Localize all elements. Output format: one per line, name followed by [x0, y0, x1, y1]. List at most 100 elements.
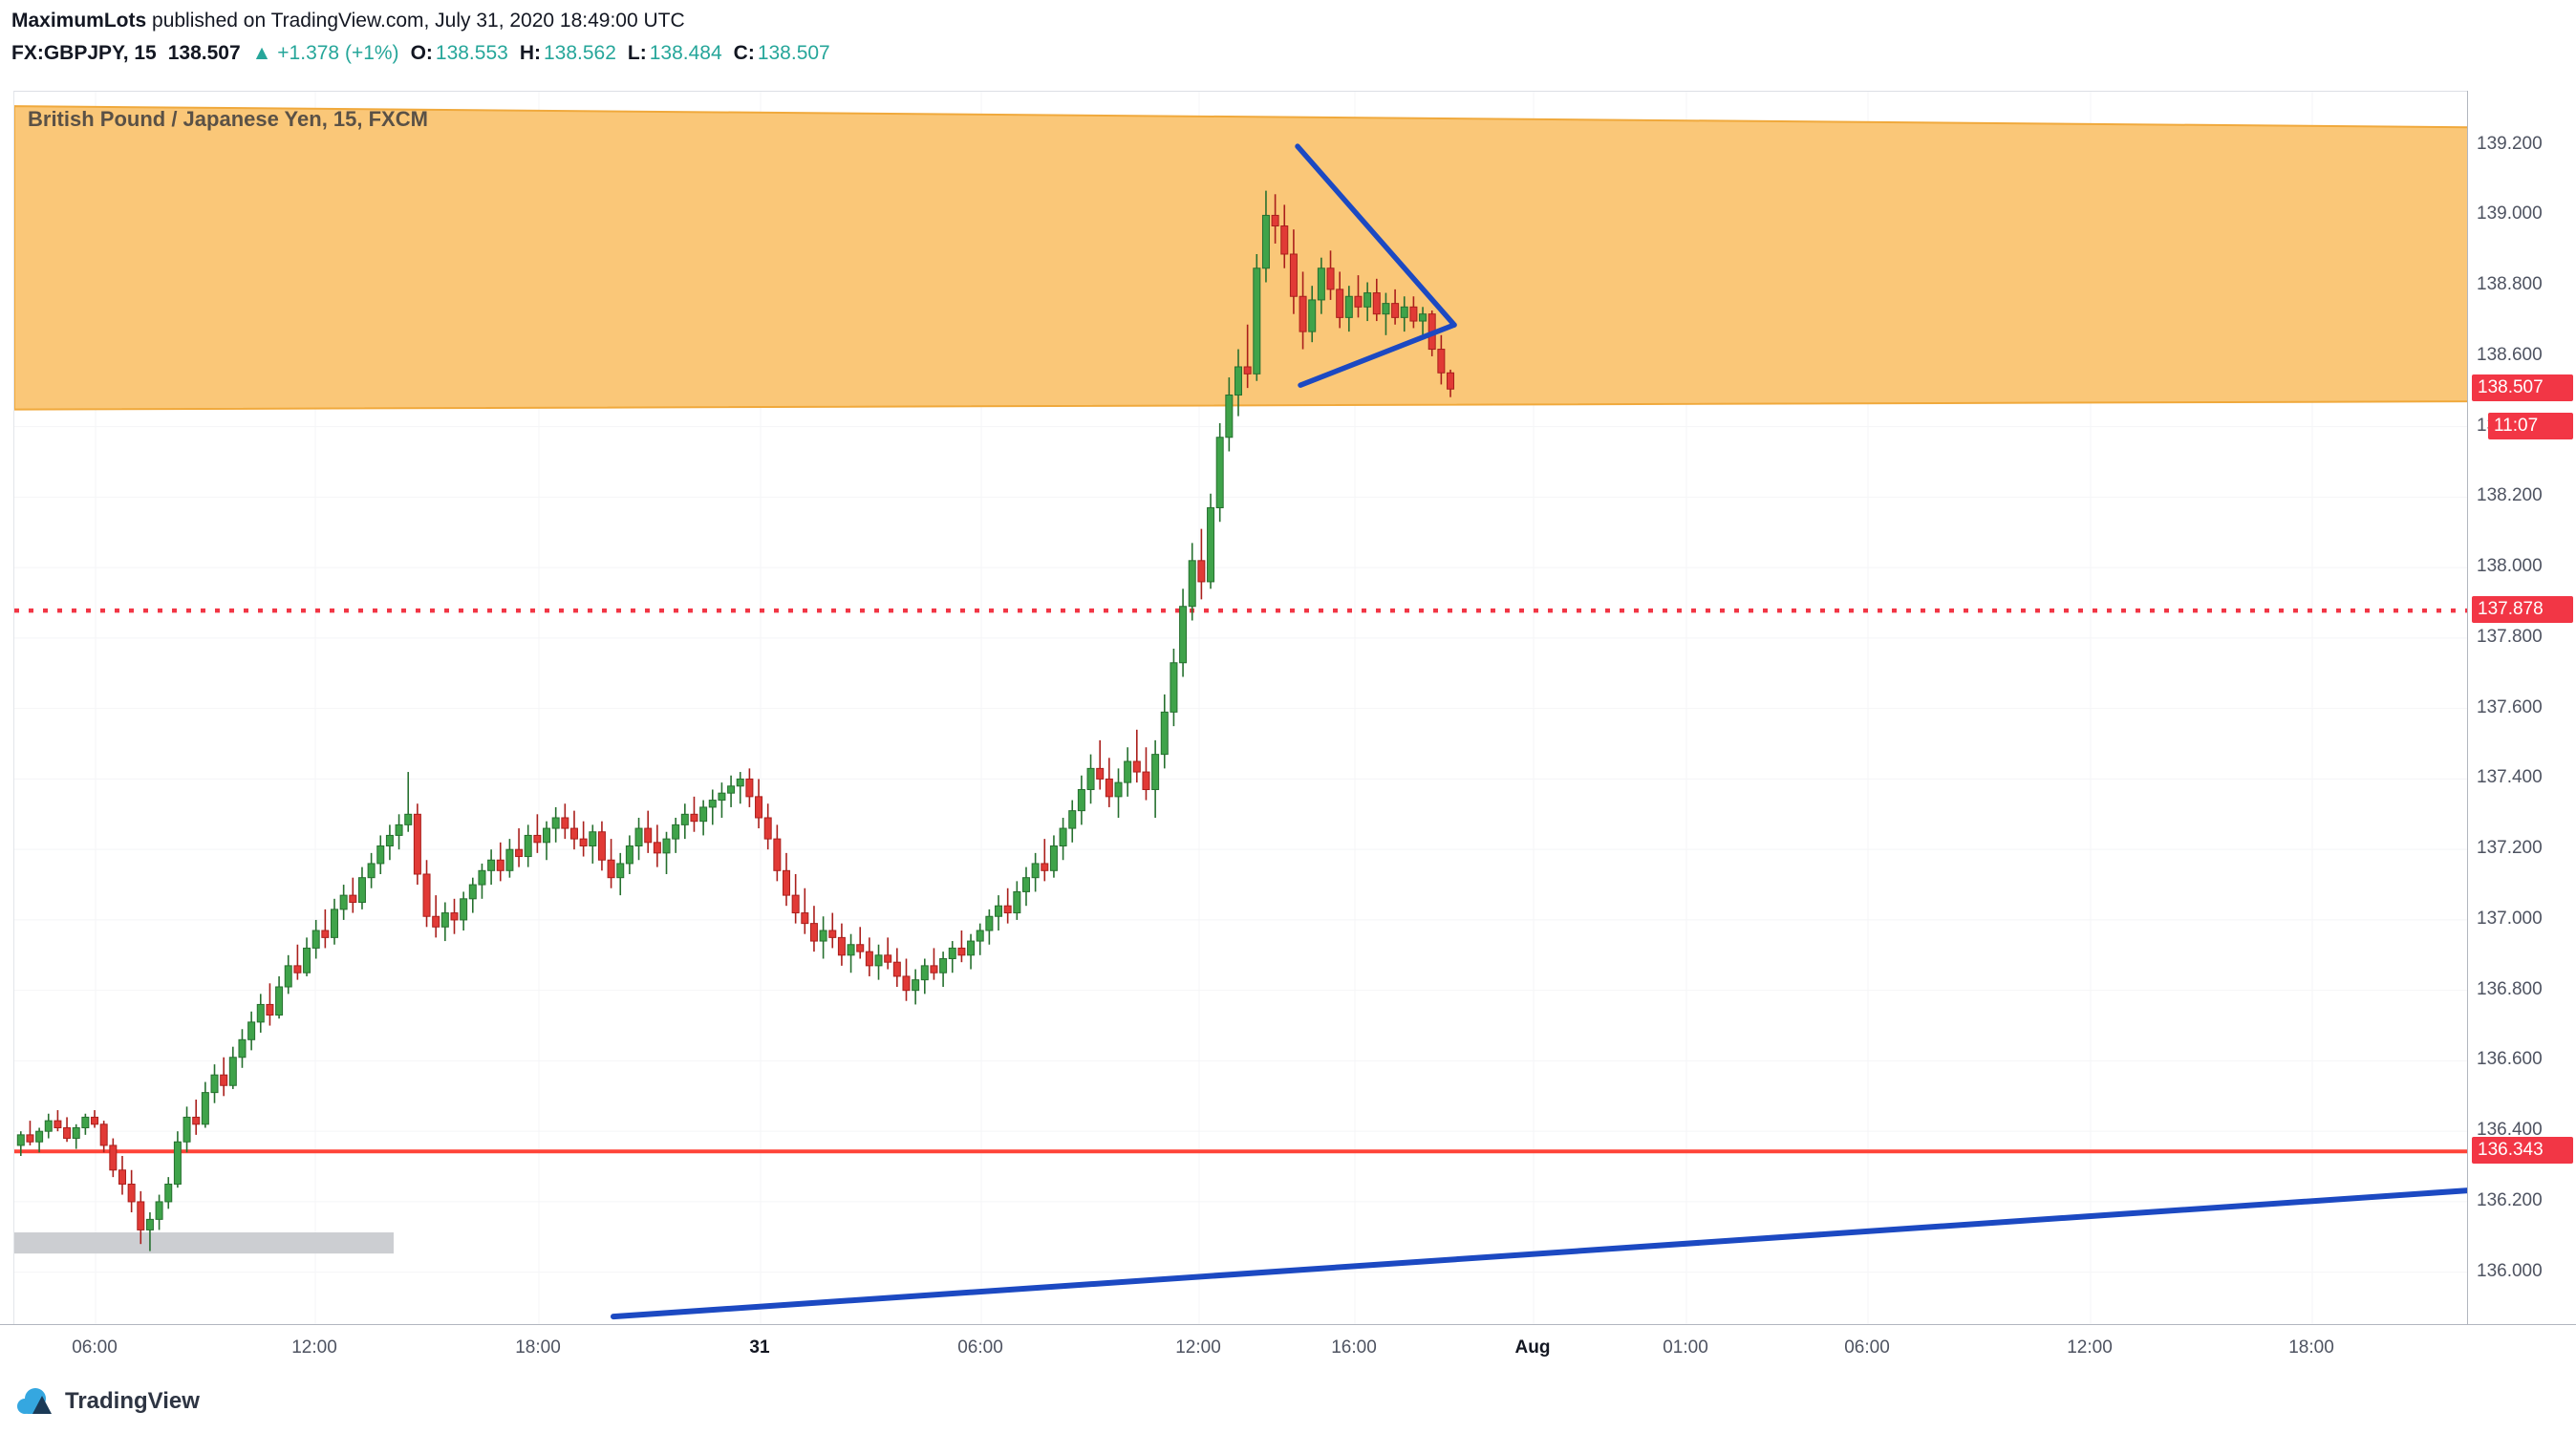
candle-body — [865, 951, 873, 967]
candle-body — [450, 912, 459, 921]
candle-body — [920, 965, 929, 981]
candle-body — [801, 912, 809, 925]
candle-body — [331, 909, 339, 938]
candle-body — [293, 965, 302, 973]
candle-body — [1261, 214, 1270, 269]
candle-body — [487, 859, 496, 871]
candle-body — [349, 894, 357, 903]
time-tick-label: 31 — [749, 1337, 770, 1358]
candle-body — [1419, 313, 1428, 322]
candle-body — [551, 817, 560, 829]
candle-body — [533, 834, 542, 844]
candle-body — [690, 813, 698, 823]
snapshot-title: MaximumLots published on TradingView.com… — [11, 10, 685, 32]
candle-body — [985, 915, 994, 931]
legend-high: H: 138.562 — [519, 42, 616, 64]
candle-body — [699, 806, 708, 823]
price-tick-label: 138.000 — [2477, 556, 2543, 577]
price-axis[interactable]: 139.200139.000138.800138.600138.400138.2… — [2467, 91, 2576, 1324]
candle-body — [1391, 303, 1400, 318]
candle-body — [930, 965, 938, 973]
price-tick-label: 138.800 — [2477, 274, 2543, 295]
tradingview-footer[interactable]: TradingView — [13, 1385, 200, 1418]
published-info: published on TradingView.com, July 31, 2… — [146, 10, 685, 32]
candle-body — [496, 859, 504, 871]
candle-body — [607, 859, 615, 879]
candle-body — [413, 813, 421, 875]
candle-body — [957, 947, 966, 956]
candle-body — [284, 965, 292, 988]
candle-body — [847, 944, 855, 956]
candle-body — [201, 1092, 209, 1125]
legend-open: O: 138.553 — [410, 42, 508, 64]
candle-body — [1409, 306, 1418, 322]
candle-body — [1013, 890, 1021, 914]
support-trendline[interactable] — [611, 1187, 2468, 1320]
time-tick-label: 06:00 — [72, 1337, 118, 1358]
price-tick-label: 136.400 — [2477, 1120, 2543, 1141]
candle-body — [569, 827, 578, 840]
candle-body — [1271, 214, 1279, 226]
dotted-level-price-label: 137.878 — [2472, 596, 2573, 624]
candle-body — [321, 930, 330, 938]
candle-body — [1234, 366, 1242, 396]
candle-body — [1447, 372, 1455, 390]
candle-body — [54, 1120, 62, 1128]
candle-body — [524, 834, 532, 858]
candle-body — [1021, 877, 1030, 892]
time-tick-label: 16:00 — [1331, 1337, 1377, 1358]
candle-body — [440, 912, 449, 928]
candle-body — [1132, 760, 1141, 773]
candle-body — [948, 947, 956, 959]
candle-body — [460, 898, 468, 921]
resistance-zone[interactable] — [14, 105, 2468, 411]
candle-body — [718, 792, 726, 802]
candle-body — [311, 930, 320, 949]
triangle-upper-line[interactable] — [1295, 143, 1457, 328]
candle-body — [63, 1126, 72, 1140]
candle-body — [505, 848, 514, 871]
candle-body — [680, 813, 689, 825]
candle-body — [155, 1201, 163, 1220]
candle-body — [26, 1134, 34, 1143]
triangle-lower-line[interactable] — [1298, 322, 1457, 388]
candle-body — [1114, 781, 1123, 798]
candle-body — [1151, 754, 1160, 790]
candle-body — [238, 1038, 247, 1059]
candle-body — [228, 1057, 237, 1086]
candle-body — [478, 869, 486, 886]
candle-body — [589, 831, 597, 846]
candle-body — [1372, 292, 1381, 315]
price-tick-label: 137.800 — [2477, 626, 2543, 647]
up-arrow-icon: ▲ — [251, 42, 272, 64]
candle-body — [755, 796, 763, 819]
candle-body — [1041, 863, 1049, 871]
gray-range-box[interactable] — [14, 1232, 394, 1254]
chart-canvas[interactable]: British Pound / Japanese Yen, 15, FXCM — [13, 91, 2468, 1325]
candle-body — [432, 915, 440, 928]
candle-body — [884, 954, 892, 963]
candle-body — [1280, 225, 1289, 255]
candle-body — [902, 975, 911, 992]
candlestick-chart[interactable] — [14, 92, 2468, 1325]
candle-body — [837, 936, 846, 956]
candle-body — [939, 957, 948, 973]
time-tick-label: Aug — [1514, 1337, 1551, 1358]
candle-body — [1437, 349, 1446, 374]
candle-body — [1253, 267, 1261, 374]
candle-body — [1188, 560, 1196, 608]
candle-body — [99, 1123, 108, 1146]
candle-body — [16, 1134, 25, 1146]
time-axis[interactable]: 06:00 12:00 18:00 31 06:00 12:00 16:00 Aug 01:00… — [0, 1324, 2576, 1374]
candle-body — [616, 863, 625, 879]
candle-body — [220, 1074, 228, 1086]
time-tick-label: 12:00 — [1175, 1337, 1221, 1358]
candle-body — [367, 863, 376, 879]
change-value: +1.378 (+1%) — [277, 42, 399, 64]
candle-body — [173, 1141, 182, 1185]
candle-body — [145, 1218, 154, 1230]
candle-body — [995, 905, 1003, 917]
candle-body — [1059, 827, 1067, 846]
author-name: MaximumLots — [11, 10, 147, 32]
price-tick-label: 137.000 — [2477, 908, 2543, 929]
